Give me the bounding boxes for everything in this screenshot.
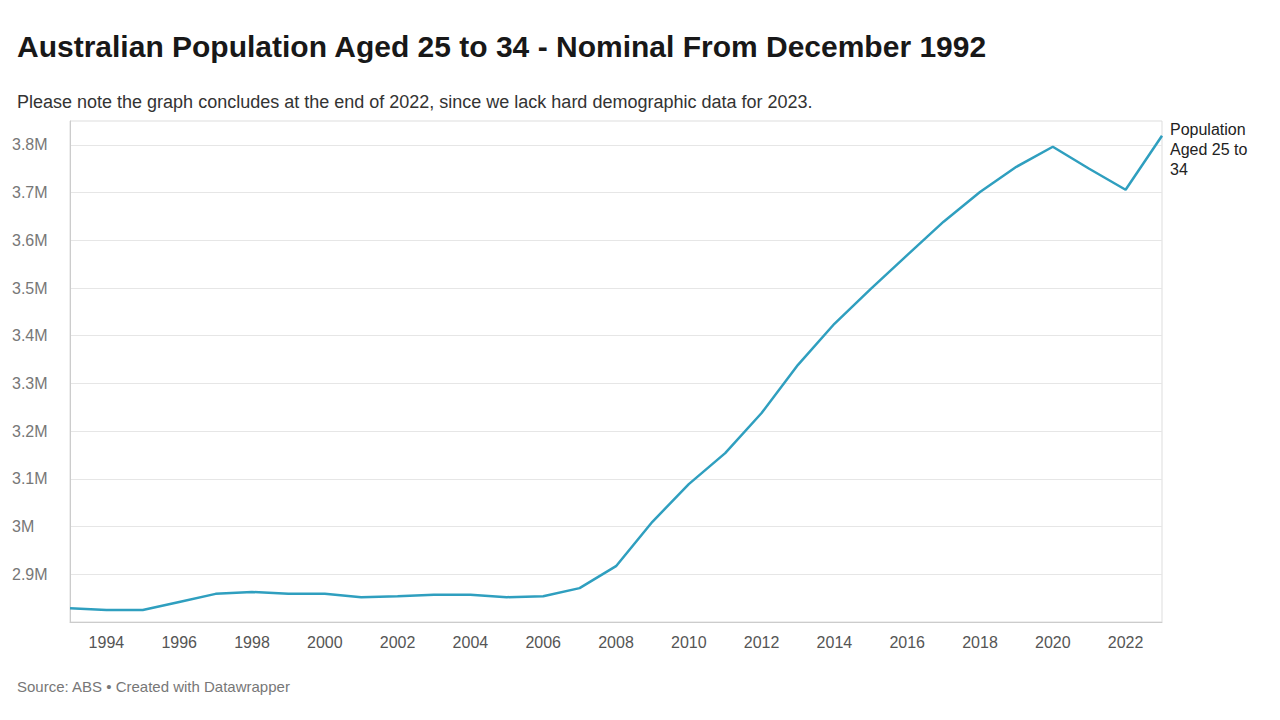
svg-text:2008: 2008 — [598, 634, 634, 651]
svg-text:1998: 1998 — [234, 634, 270, 651]
svg-text:3.5M: 3.5M — [12, 280, 48, 297]
svg-text:2018: 2018 — [962, 634, 998, 651]
svg-text:3.6M: 3.6M — [12, 232, 48, 249]
svg-text:2022: 2022 — [1108, 634, 1144, 651]
svg-text:34: 34 — [1170, 161, 1188, 178]
svg-text:2010: 2010 — [671, 634, 707, 651]
svg-text:1996: 1996 — [161, 634, 197, 651]
svg-text:Please note the graph conclude: Please note the graph concludes at the e… — [17, 92, 813, 112]
svg-text:Population: Population — [1170, 121, 1250, 138]
svg-text:2014: 2014 — [817, 634, 853, 651]
svg-text:2004: 2004 — [453, 634, 489, 651]
svg-text:3.1M: 3.1M — [12, 470, 48, 487]
svg-text:Aged 25 to: Aged 25 to — [1170, 141, 1252, 158]
svg-text:2002: 2002 — [380, 634, 416, 651]
svg-text:2006: 2006 — [525, 634, 561, 651]
svg-text:3.2M: 3.2M — [12, 423, 48, 440]
svg-text:1994: 1994 — [89, 634, 125, 651]
svg-text:2016: 2016 — [889, 634, 925, 651]
svg-text:Source: ABS • Created with Dat: Source: ABS • Created with Datawrapper — [17, 678, 290, 695]
svg-text:2.9M: 2.9M — [12, 566, 48, 583]
svg-text:2012: 2012 — [744, 634, 780, 651]
svg-text:3.4M: 3.4M — [12, 327, 48, 344]
svg-text:Australian Population Aged 25: Australian Population Aged 25 to 34 - No… — [17, 30, 986, 63]
svg-text:3M: 3M — [12, 518, 34, 535]
svg-text:3.7M: 3.7M — [12, 184, 48, 201]
svg-text:3.8M: 3.8M — [12, 136, 48, 153]
svg-text:3.3M: 3.3M — [12, 375, 48, 392]
svg-text:2020: 2020 — [1035, 634, 1071, 651]
svg-text:2000: 2000 — [307, 634, 343, 651]
